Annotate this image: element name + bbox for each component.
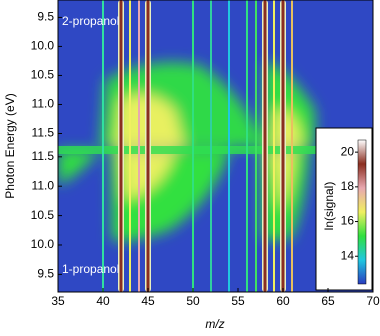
y-tick-label: 11.5 <box>32 126 55 140</box>
peak <box>102 0 104 292</box>
x-tick-label: 50 <box>186 294 200 308</box>
peak <box>129 0 131 292</box>
peak <box>246 0 248 292</box>
x-tick-label: 40 <box>96 294 110 308</box>
x-tick-label: 65 <box>321 294 335 308</box>
y-tick-label: 11.5 <box>32 149 55 163</box>
y-tick-label: 11.0 <box>32 97 55 111</box>
x-tick-label: 45 <box>141 294 155 308</box>
peak <box>228 0 230 292</box>
x-axis-title: m/z <box>205 317 224 331</box>
region <box>58 150 100 185</box>
peak <box>263 0 267 292</box>
colorbar-title: ln(signal) <box>322 182 336 231</box>
peak <box>291 0 293 292</box>
colorbar-tick-label: 14 <box>341 248 355 262</box>
x-tick-label: 70 <box>366 294 380 308</box>
colorbar <box>357 139 367 285</box>
panel-label: 1-propanol <box>62 262 119 276</box>
x-tick-label: 35 <box>51 294 65 308</box>
y-tick-label: 11.0 <box>32 178 55 192</box>
panel-label: 2-propanol <box>62 14 119 28</box>
peak <box>210 0 212 292</box>
peak <box>255 0 257 292</box>
y-tick-label: 9.5 <box>37 267 54 281</box>
peak <box>281 0 285 292</box>
peak <box>146 0 150 292</box>
y-tick-label: 10.5 <box>31 68 55 82</box>
y-tick-label: 10.0 <box>31 237 55 251</box>
peak <box>138 0 140 292</box>
x-tick-label: 55 <box>231 294 245 308</box>
colorbar-tick-label: 20 <box>341 144 355 158</box>
x-tick-label: 60 <box>276 294 290 308</box>
y-tick-label: 9.5 <box>37 10 54 24</box>
colorbar-tick-label: 18 <box>341 179 355 193</box>
y-axis-title: Photon Energy (eV) <box>3 93 17 198</box>
peak <box>192 0 194 292</box>
colorbar-tick-label: 16 <box>341 214 355 228</box>
plot-frame <box>57 0 374 293</box>
seam <box>58 146 373 154</box>
y-tick-label: 10.0 <box>31 39 55 53</box>
region <box>272 109 302 148</box>
y-tick-label: 10.5 <box>31 208 55 222</box>
peak <box>119 0 123 292</box>
peak <box>273 0 275 292</box>
